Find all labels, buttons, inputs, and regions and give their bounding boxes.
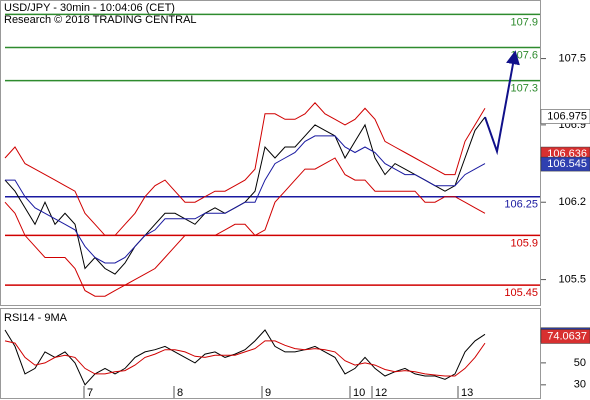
series-line	[5, 135, 486, 264]
x-tick-label: 10	[353, 387, 365, 399]
price-label: 106.975	[547, 110, 587, 122]
y-tick-label: 106.2	[558, 196, 586, 208]
y-tick-label: 105.5	[558, 273, 586, 285]
level-label: 107.3	[510, 83, 538, 95]
level-label: 106.25	[504, 199, 538, 211]
series-line	[484, 50, 520, 156]
rsi-panel	[0, 308, 541, 399]
price-label-box	[540, 329, 590, 344]
level-label: 105.45	[504, 287, 538, 299]
price-label: 74.0637	[547, 330, 587, 342]
x-tick-label: 12	[375, 387, 387, 399]
x-tick-label: 9	[265, 387, 271, 399]
series-line	[4, 340, 486, 377]
y-tick-label: 107.5	[558, 52, 586, 64]
series-line	[4, 157, 486, 297]
series-line	[4, 329, 486, 386]
level-label: 105.9	[510, 237, 538, 249]
x-tick-label: 13	[461, 387, 473, 399]
level-label: 107.9	[510, 16, 538, 28]
panel-title: RSI14 - 9MA	[4, 312, 68, 324]
price-label-box	[540, 156, 590, 172]
price-label: 106.545	[547, 158, 587, 170]
y-tick-label: 50	[574, 357, 586, 369]
price-panel	[0, 0, 541, 306]
y-tick-label: 30	[574, 379, 586, 391]
series-line	[4, 102, 486, 236]
x-tick-label: 7	[87, 387, 93, 399]
chart-title: USD/JPY - 30min - 10:04:06 (CET)	[4, 2, 175, 14]
x-tick-label: 8	[177, 387, 183, 399]
chart-subtitle: Research © 2018 TRADING CENTRAL	[4, 14, 197, 26]
price-label-box	[540, 109, 590, 124]
